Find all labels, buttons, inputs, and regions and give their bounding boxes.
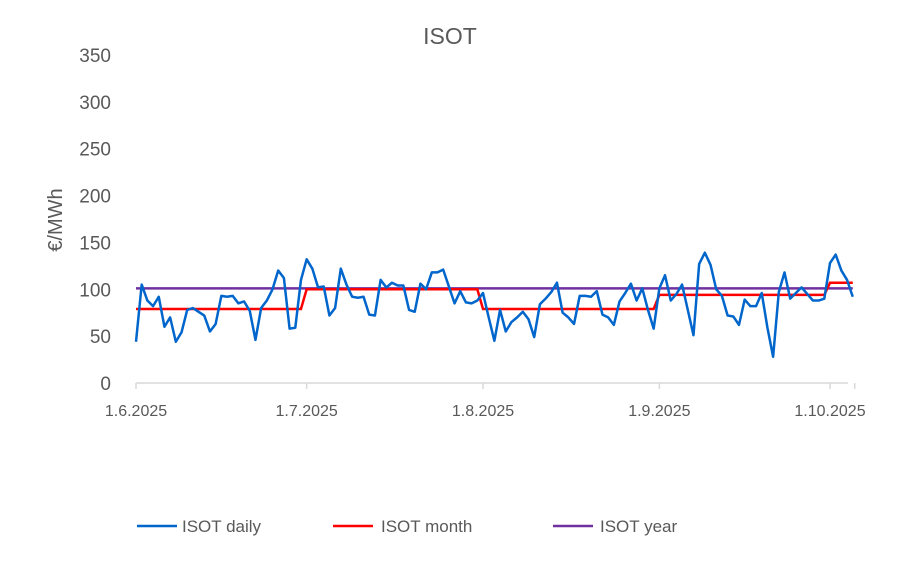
x-tick-label: 1.10.2025 (794, 403, 865, 420)
y-tick-label: 0 (100, 374, 111, 395)
chart-title: ISOT (423, 23, 477, 49)
x-tick-label: 1.8.2025 (452, 403, 514, 420)
legend-label: ISOT month (381, 517, 472, 536)
legend-item: ISOT daily (137, 517, 262, 536)
y-tick-label: 200 (79, 187, 111, 208)
legend-item: ISOT month (333, 517, 472, 536)
y-tick-label: 150 (79, 233, 111, 254)
y-tick-label: 100 (79, 280, 111, 301)
y-tick-label: 300 (79, 93, 111, 114)
legend-label: ISOT daily (182, 517, 262, 536)
y-axis-label: €/MWh (45, 188, 67, 251)
y-tick-label: 350 (79, 46, 111, 67)
series-isot-month (136, 281, 853, 311)
legend-label: ISOT year (600, 517, 677, 536)
x-tick-label: 1.9.2025 (628, 403, 690, 420)
x-tick-label: 1.6.2025 (105, 403, 167, 420)
y-tick-label: 250 (79, 140, 111, 161)
series-isot-daily (134, 251, 854, 359)
x-tick-label: 1.7.2025 (276, 403, 338, 420)
legend-item: ISOT year (553, 517, 677, 536)
y-tick-label: 50 (90, 327, 111, 348)
